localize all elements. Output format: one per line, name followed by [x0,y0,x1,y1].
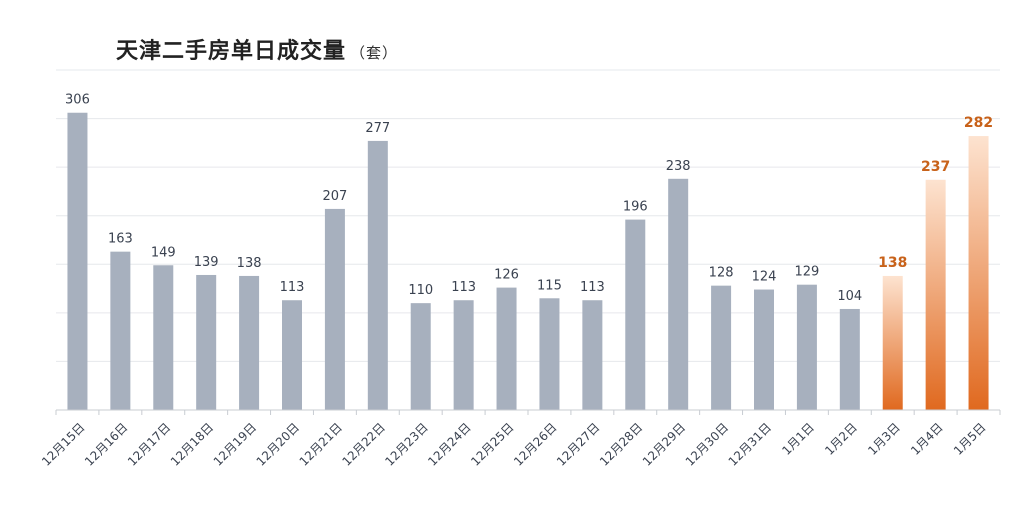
bar-16 [711,285,732,410]
x-tick-label-3: 12月17日 [125,420,173,468]
bar-10 [453,300,474,410]
chart-title-text: 天津二手房单日成交量 [116,39,347,64]
bar-2 [110,251,131,410]
x-tick-label-4: 12月18日 [168,420,216,468]
bar-7 [324,208,345,410]
bar-1 [67,112,88,410]
x-axis [55,409,1001,415]
bar-3 [153,265,174,410]
value-label-21: 237 [921,159,950,175]
x-tick-label-6: 12月20日 [254,420,302,468]
value-label-14: 196 [623,200,648,215]
bar-20 [882,275,903,410]
value-label-10: 113 [451,280,476,295]
value-label-15: 238 [666,159,691,174]
x-tick-label-14: 12月28日 [597,420,645,468]
bar-6 [282,300,302,410]
bar-21 [925,179,946,410]
bar-15 [668,178,689,410]
x-tick-label-5: 12月19日 [211,420,259,468]
value-label-13: 113 [580,280,605,295]
x-tick-label-13: 12月27日 [554,420,602,468]
value-label-9: 110 [408,283,433,298]
x-tick-label-17: 12月31日 [726,420,774,468]
value-label-20: 138 [878,255,907,271]
value-label-3: 149 [151,245,176,260]
x-tick-label-7: 12月21日 [297,420,345,468]
bar-9 [410,303,431,410]
x-tick-label-16: 12月30日 [683,420,731,468]
x-tick-label-12: 12月26日 [511,420,559,468]
value-label-4: 139 [194,255,219,270]
value-label-18: 129 [794,265,819,280]
bar-14 [625,219,646,410]
x-tick-label-19: 1月2日 [822,420,860,458]
x-tick-label-22: 1月5日 [951,420,989,458]
bar-8 [367,140,388,410]
bar-12 [539,298,560,410]
x-tick-label-11: 12月25日 [468,420,516,468]
bar-17 [754,289,774,410]
x-tick-label-18: 1月1日 [779,420,817,458]
x-tick-label-20: 1月3日 [865,420,903,458]
value-labels: 306 163 149 139 138 113 207 277 110 113 126 115 113 1… [65,93,993,304]
x-tick-labels: 12月15日12月16日12月17日12月18日12月19日12月20日12月2… [39,420,989,468]
x-tick-label-8: 12月22日 [339,420,387,468]
bar-5 [239,275,260,410]
value-label-2: 163 [108,232,133,247]
value-label-5: 138 [237,256,262,271]
x-tick-label-1: 12月15日 [39,420,87,468]
bar-19 [839,308,860,410]
chart-title-unit: （套） [350,44,399,62]
x-tick-label-10: 12月24日 [425,420,473,468]
chart-title: 天津二手房单日成交量 （套） [116,33,398,65]
value-label-1: 306 [65,93,90,108]
bar-22 [968,136,989,411]
bars [67,112,989,411]
value-label-19: 104 [837,289,862,304]
value-label-6: 113 [280,280,305,295]
bar-4 [196,274,217,410]
x-tick-label-15: 12月29日 [640,420,688,468]
bar-11 [496,287,517,410]
bar-13 [582,300,603,410]
x-tick-label-2: 12月16日 [82,420,130,468]
value-label-22: 282 [964,115,993,131]
value-label-8: 277 [365,121,390,136]
bar-18 [796,284,817,410]
x-tick-label-9: 12月23日 [382,420,430,468]
value-label-17: 124 [752,270,777,285]
value-label-12: 115 [537,278,562,293]
x-tick-label-21: 1月4日 [908,420,946,458]
value-label-16: 128 [709,266,734,281]
value-label-7: 207 [322,189,347,204]
value-label-11: 126 [494,268,519,283]
